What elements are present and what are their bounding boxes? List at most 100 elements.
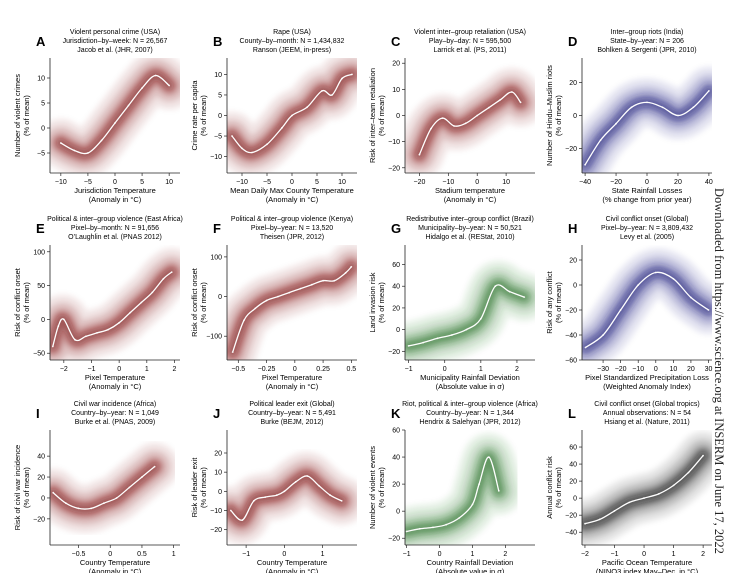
x-axis-label: (Anomaly in °C) [266,382,319,391]
y-tick-label: 40 [392,284,400,291]
data-point [57,325,60,328]
y-tick-label: 20 [569,80,577,87]
panel-title-line: Pixel–by–year: N = 13,520 [251,225,333,232]
y-tick-label: 50 [37,283,45,290]
x-tick-label: 0.25 [316,366,330,373]
y-tick-label: 100 [33,249,45,256]
data-point [430,127,432,130]
x-tick-label: 40 [705,179,713,186]
panel-title-line: Burke (BEJM, 2012) [260,419,323,426]
plot-area [405,68,535,173]
data-point [243,319,245,322]
panel-d: D Inter–group riots (India) State–by–year:… [545,29,713,204]
x-axis-label: Jurisdiction Temperature [74,186,156,195]
y-axis-label: Risk of conflict onset [13,267,22,337]
panel-b: B Rape (USA) County–by–month: N = 1,434,83… [190,29,357,204]
data-point [690,296,692,299]
panel-letter: H [568,221,577,236]
panel-letter: E [36,221,45,236]
data-point [162,277,165,280]
panel-title-line: Political & inter–group violence (East A… [47,216,183,223]
x-tick-label: 1 [172,551,176,558]
x-tick-label: 30 [705,366,713,373]
data-point [59,142,62,144]
y-tick-label: −20 [388,165,400,172]
y-tick-label: −60 [565,358,577,365]
x-tick-label: −0.5 [231,366,245,373]
data-point [141,476,143,478]
x-tick-label: 0 [282,551,286,558]
y-axis-label: Number of violent crimes [13,74,22,157]
panel-title-line: Civil conflict onset (Global) [606,216,689,223]
x-tick-label: 1 [321,551,325,558]
data-point [241,147,243,150]
data-point [154,74,157,77]
panel-letter: J [213,406,220,421]
panel-title-line: Riot, political & inter–group violence (… [402,401,538,408]
y-tick-label: 60 [392,428,400,435]
data-point [140,301,143,304]
data-point [494,285,497,288]
x-axis-label: (Anomaly in °C) [266,195,319,204]
download-watermark: Downloaded from https://www.science.org … [712,188,736,568]
data-point [499,98,502,101]
panel-title-line: Violent personal crime (USA) [70,29,160,36]
x-tick-label: −20 [414,179,426,186]
x-axis-label: Pacific Ocean Temperature [602,558,692,567]
x-tick-label: 10 [338,179,346,186]
data-point [294,480,297,483]
data-point [77,507,80,510]
x-tick-label: 1 [672,551,676,558]
x-axis-label: (% change from prior year) [602,195,692,204]
data-point [151,291,154,294]
x-tick-label: 2 [701,551,705,558]
x-tick-label: 2 [515,366,519,373]
plot-area [50,248,180,360]
x-axis-label: (NINO3 index May–Dec. in °C) [596,567,699,573]
panel-title-line: Bohlken & Sergenti (JPR, 2010) [597,47,696,54]
data-point [615,122,617,125]
x-tick-label: 0 [438,551,442,558]
panel-h: H Civil conflict onset (Global) Pixel–by–y… [545,216,712,391]
data-point [168,84,171,87]
data-point [251,151,253,154]
y-tick-label: 100 [210,254,222,261]
data-point [127,104,130,107]
data-point [630,106,633,109]
y-tick-label: −20 [565,308,577,315]
x-tick-label: 0 [117,366,121,373]
y-tick-label: −10 [210,154,222,161]
x-axis-label: State Rainfall Losses [612,186,683,195]
x-tick-label: −1 [611,551,619,558]
y-tick-label: −100 [206,334,222,341]
panel-letter: G [391,221,401,236]
data-point [657,493,660,495]
x-tick-label: 10 [165,179,173,186]
data-point [598,518,601,521]
data-point [73,149,76,152]
x-axis-label: (Absolute value in σ) [436,382,505,391]
data-point [707,309,710,311]
data-point [654,271,657,274]
panel-title-line: Redistributive inter–group conflict (Bra… [406,216,534,223]
plot-area [50,58,180,173]
data-point [128,486,131,489]
y-tick-label: 40 [569,462,577,469]
x-tick-label: 20 [674,179,682,186]
y-tick-label: −20 [210,527,222,534]
data-point [306,475,309,477]
x-tick-label: −5 [84,179,92,186]
data-point [283,490,286,493]
x-axis-label: (Anomaly in °C) [89,195,142,204]
x-tick-label: 0 [290,179,294,186]
panel-title-line: Municipality–by–year: N = 50,521 [418,225,522,232]
y-axis-label: (% of mean) [22,467,31,508]
y-axis-label: Annual conflict risk [545,456,554,519]
panel-title-line: Jurisdiction–by–week: N = 26,567 [63,38,168,45]
panel-letter: D [568,34,577,49]
panel-letter: B [213,34,222,49]
x-axis-label: Municipality Rainfall Deviation [420,373,520,382]
y-axis-label: (% of mean) [554,95,563,136]
data-point [465,328,468,331]
y-tick-label: 20 [392,61,400,68]
